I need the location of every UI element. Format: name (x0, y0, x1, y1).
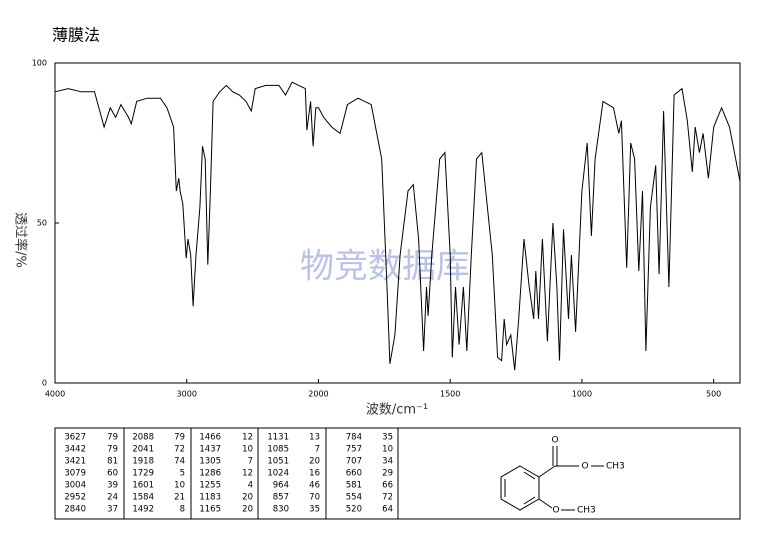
table-cell: 72 (174, 445, 185, 455)
table-cell: 81 (107, 457, 118, 467)
table-cell: 70 (309, 493, 320, 503)
table-cell: 5 (180, 469, 185, 479)
x-tick-label: 2000 (308, 390, 328, 399)
table-cell: 3421 (64, 457, 86, 467)
table-cell: 10 (382, 445, 393, 455)
table-cell: 79 (107, 433, 118, 443)
structure-label: CH3 (577, 506, 596, 516)
table-cell: 660 (346, 469, 362, 479)
y-tick-label: 50 (37, 219, 47, 228)
table-cell: 12 (242, 469, 253, 479)
table-cell: 520 (346, 505, 362, 515)
structure-bonds (500, 446, 604, 511)
table-cell: 554 (346, 493, 362, 503)
table-cell: 35 (309, 505, 320, 515)
table-dividers (123, 428, 399, 519)
structure-label: CH3 (606, 462, 625, 472)
y-axis-label: 透过率/% (13, 212, 29, 268)
table-cell: 1437 (199, 445, 221, 455)
structure-label: O (551, 436, 558, 446)
table-cell: 2041 (132, 445, 154, 455)
table-cell: 1255 (199, 481, 221, 491)
table-cell: 707 (346, 457, 362, 467)
table-cell: 79 (107, 445, 118, 455)
table-cell: 3079 (64, 469, 86, 479)
table-cell: 37 (107, 505, 118, 515)
table-cell: 12 (242, 433, 253, 443)
table-cell: 74 (174, 457, 185, 467)
table-cell: 72 (382, 493, 393, 503)
table-cell: 1165 (199, 505, 221, 515)
table-cell: 1286 (199, 469, 221, 479)
x-tick-label: 3000 (177, 390, 197, 399)
table-cell: 1305 (199, 457, 221, 467)
table-cell: 2952 (64, 493, 86, 503)
watermark: 物竞数据库 (300, 247, 470, 287)
chart-title: 薄膜法 (52, 26, 100, 45)
structure-label: O (581, 462, 588, 472)
table-cell: 35 (382, 433, 393, 443)
table-cell: 830 (273, 505, 289, 515)
table-cell: 964 (273, 481, 289, 491)
table-cell: 24 (107, 493, 118, 503)
table-cell: 2088 (132, 433, 154, 443)
table-cell: 1729 (132, 469, 154, 479)
table-cell: 20 (242, 493, 253, 503)
table-cell: 1131 (267, 433, 289, 443)
table-cell: 10 (174, 481, 185, 491)
table-cell: 3627 (64, 433, 86, 443)
table-cell: 8 (180, 505, 185, 515)
table-cell: 3442 (64, 445, 86, 455)
x-axis-label: 波数/cm⁻¹ (366, 403, 428, 418)
x-tick-label: 1000 (572, 390, 592, 399)
x-tick-label: 1500 (440, 390, 460, 399)
table-cell: 857 (273, 493, 289, 503)
structure-label: O (552, 506, 559, 516)
y-tick-label: 0 (42, 379, 47, 388)
table-cell: 1466 (199, 433, 221, 443)
table-cell: 29 (382, 469, 393, 479)
table-cell: 4 (248, 481, 253, 491)
table-cell: 757 (346, 445, 362, 455)
table-cell: 21 (174, 493, 185, 503)
table-cell: 16 (309, 469, 320, 479)
table-cell: 2840 (64, 505, 86, 515)
table-cell: 581 (346, 481, 362, 491)
table-cell: 79 (174, 433, 185, 443)
table-cell: 7 (248, 457, 253, 467)
x-tick-label: 500 (706, 390, 721, 399)
table-cell: 1584 (132, 493, 154, 503)
table-cell: 1183 (199, 493, 221, 503)
table-cell: 1051 (267, 457, 289, 467)
table-cell: 20 (242, 505, 253, 515)
table-cell: 60 (107, 469, 118, 479)
table-cell: 1492 (132, 505, 154, 515)
table-cell: 66 (382, 481, 393, 491)
table-cell: 3004 (64, 481, 86, 491)
table-cell: 1024 (267, 469, 289, 479)
spectrum-line (54, 81, 741, 371)
y-tick-label: 100 (32, 59, 47, 68)
x-tick-label: 4000 (45, 390, 65, 399)
table-cell: 1085 (267, 445, 289, 455)
table-cell: 7 (315, 445, 320, 455)
table-cell: 39 (107, 481, 118, 491)
table-cell: 10 (242, 445, 253, 455)
table-cell: 13 (309, 433, 320, 443)
table-cell: 64 (382, 505, 393, 515)
table-cell: 20 (309, 457, 320, 467)
table-cell: 34 (382, 457, 393, 467)
table-cell: 1601 (132, 481, 154, 491)
table-cell: 784 (346, 433, 362, 443)
table-cell: 46 (309, 481, 320, 491)
table-cell: 1918 (132, 457, 154, 467)
